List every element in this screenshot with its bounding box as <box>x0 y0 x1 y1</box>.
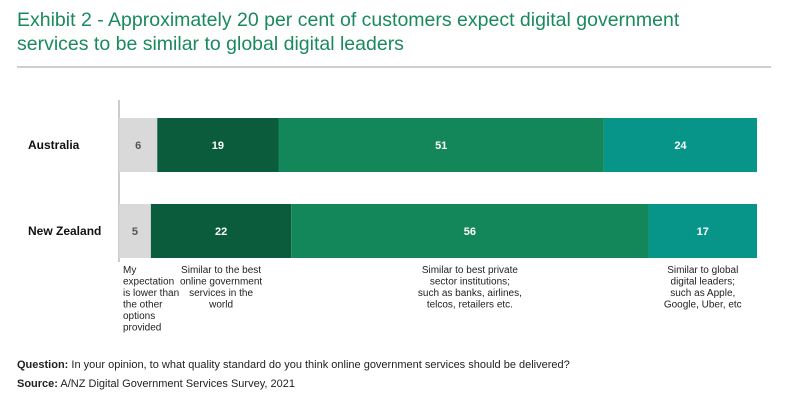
question-label: Question: <box>17 359 69 371</box>
segment-legend-label: digital leaders; <box>671 277 735 288</box>
bar-segment <box>157 118 279 172</box>
segment-legend-label: is lower than <box>123 288 179 299</box>
segment-legend-label: Similar to best private <box>422 265 519 276</box>
bar-segment <box>291 204 649 258</box>
bar-segment <box>278 118 604 172</box>
data-label: 56 <box>464 226 476 238</box>
chart-title: Exhibit 2 - Approximately 20 per cent of… <box>17 8 777 56</box>
title-line-2: services to be similar to global digital… <box>17 33 404 55</box>
data-label: 51 <box>435 140 447 152</box>
segment-legend-label: sector institutions; <box>430 277 510 288</box>
category-label: Australia <box>28 138 80 152</box>
segment-legend-label: telcos, retailers etc. <box>427 300 513 311</box>
segment-legend-label: the other <box>123 300 163 311</box>
segment-legend-label: Similar to global <box>667 265 738 276</box>
category-label: New Zealand <box>28 224 101 238</box>
segment-legend-label: Similar to the best <box>181 265 261 276</box>
data-label: 6 <box>135 140 141 152</box>
segment-legend-label: online government <box>180 277 262 288</box>
data-label: 24 <box>674 140 687 152</box>
segment-legend-label: world <box>208 300 233 311</box>
segment-legend-label: such as banks, airlines, <box>418 288 522 299</box>
segment-legend-label: expectation <box>123 277 174 288</box>
segment-legend-label: services in the <box>189 288 253 299</box>
bar-segment <box>119 118 158 172</box>
segment-legend-label: My <box>123 265 136 276</box>
title-divider <box>17 66 771 68</box>
source-label: Source: <box>17 378 58 390</box>
bar-segment <box>150 204 292 258</box>
data-label: 5 <box>132 226 138 238</box>
bar-segment <box>603 118 757 172</box>
data-label: 17 <box>697 226 709 238</box>
question-note: Question: In your opinion, to what quali… <box>17 356 787 375</box>
segment-legend-label: Google, Uber, etc <box>664 300 742 311</box>
segment-legend-label: provided <box>123 323 161 334</box>
source-text: A/NZ Digital Government Services Survey,… <box>57 378 295 390</box>
data-label: 22 <box>215 226 227 238</box>
source-note: Source: A/NZ Digital Government Services… <box>17 375 787 394</box>
segment-legend-label: options <box>123 311 155 322</box>
chart-notes: Question: In your opinion, to what quali… <box>17 356 787 394</box>
title-line-1: Exhibit 2 - Approximately 20 per cent of… <box>17 9 680 31</box>
bar-segment <box>648 204 757 258</box>
question-text: In your opinion, to what quality standar… <box>68 359 570 371</box>
data-label: 19 <box>212 140 224 152</box>
segment-legend-label: such as Apple, <box>670 288 735 299</box>
bar-segment <box>119 204 151 258</box>
